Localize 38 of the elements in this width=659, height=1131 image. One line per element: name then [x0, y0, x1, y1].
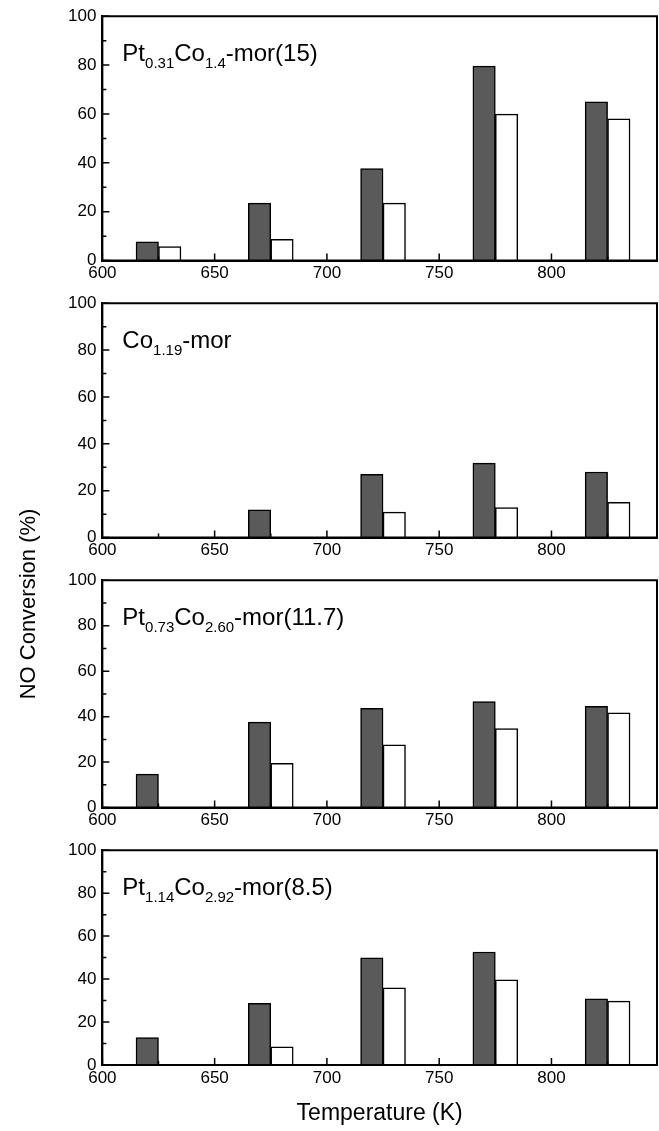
y-tick-label: 100: [67, 5, 97, 25]
y-tick-label: 100: [67, 292, 97, 312]
x-tick-label: 650: [200, 540, 229, 560]
y-tick-label: 80: [77, 615, 97, 635]
x-tick-label: 650: [200, 263, 229, 283]
x-tick-label: 800: [537, 810, 566, 830]
y-tick-label: 100: [67, 569, 97, 589]
y-tick-label: 80: [77, 339, 97, 359]
y-tick-label: 60: [77, 660, 97, 680]
y-tick-label: 40: [77, 706, 97, 726]
x-tick-label: 700: [312, 1067, 342, 1087]
x-tick-label: 750: [425, 810, 454, 830]
y-tick-label: 80: [77, 882, 97, 902]
y-tick-label: 60: [77, 386, 97, 406]
y-tick-label: 40: [77, 433, 97, 453]
x-tick-label: 750: [425, 540, 454, 560]
y-tick-label: 100: [67, 839, 97, 859]
x-tick-label: 800: [537, 1067, 566, 1087]
y-tick-label: 60: [77, 103, 97, 123]
x-tick-label: 650: [200, 810, 229, 830]
y-tick-label: 20: [77, 1011, 97, 1031]
x-tick-label: 800: [537, 263, 566, 283]
y-tick-label: 20: [77, 751, 97, 771]
y-tick-label: 40: [77, 152, 97, 172]
y-tick-label: 20: [77, 201, 97, 221]
y-tick-label: 80: [77, 54, 97, 74]
x-tick-label: 650: [200, 1067, 229, 1087]
x-tick-label: 700: [312, 810, 342, 830]
x-tick-label: 750: [425, 263, 454, 283]
x-tick-label: 700: [312, 263, 342, 283]
y-tick-label: 20: [77, 480, 97, 500]
x-axis-title: Temperature (K): [296, 1098, 463, 1125]
x-tick-label: 700: [312, 540, 342, 560]
y-axis-title: NO Conversion (%): [15, 508, 41, 700]
y-tick-label: 60: [77, 925, 97, 945]
y-tick-label: 40: [77, 968, 97, 988]
x-tick-label: 750: [425, 1067, 454, 1087]
x-tick-label: 800: [537, 540, 566, 560]
